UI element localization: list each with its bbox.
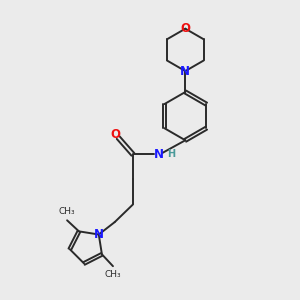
Text: O: O [180, 22, 190, 35]
Text: N: N [180, 64, 190, 78]
Text: N: N [94, 228, 104, 241]
Text: CH₃: CH₃ [105, 270, 121, 279]
Text: N: N [154, 148, 164, 161]
Text: O: O [111, 128, 121, 141]
Text: H: H [167, 149, 175, 159]
Text: CH₃: CH₃ [59, 208, 75, 217]
